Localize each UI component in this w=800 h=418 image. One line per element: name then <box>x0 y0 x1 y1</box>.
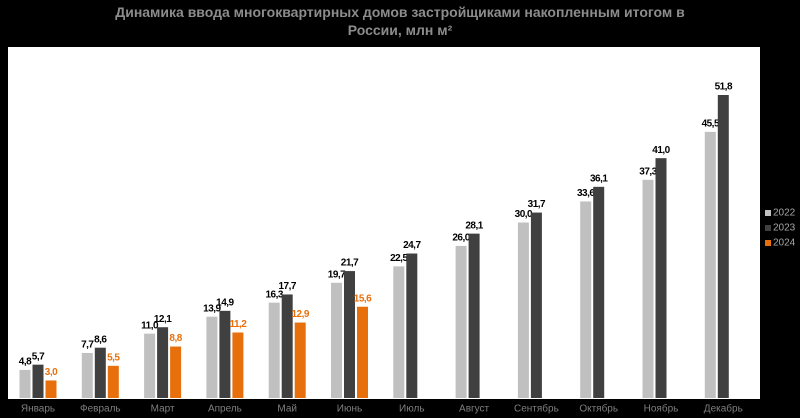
legend-swatch <box>765 225 771 231</box>
data-label: 24,7 <box>403 240 421 251</box>
data-label: 28,1 <box>465 220 483 231</box>
data-label: 3,0 <box>45 367 58 378</box>
data-label: 41,0 <box>652 145 670 156</box>
bar <box>144 333 156 398</box>
bar <box>107 365 119 398</box>
data-label: 45,5 <box>702 118 720 129</box>
legend-label: 2023 <box>773 223 796 234</box>
bar <box>517 222 529 398</box>
data-label: 37,3 <box>639 166 657 177</box>
bar <box>580 201 592 398</box>
plot-area <box>8 47 760 399</box>
x-tick-label: Май <box>277 404 297 415</box>
data-label: 11,2 <box>229 319 247 330</box>
bar <box>268 302 280 398</box>
bar <box>468 233 480 398</box>
bar <box>357 306 368 398</box>
bar <box>19 369 31 398</box>
data-label: 8,6 <box>94 334 107 345</box>
bar <box>344 271 355 398</box>
bar <box>717 95 729 398</box>
x-tick-label: Декабрь <box>704 403 743 415</box>
data-label: 33,6 <box>577 188 595 199</box>
data-label: 31,7 <box>528 199 546 210</box>
data-label: 12,9 <box>291 309 309 320</box>
bar <box>232 332 244 398</box>
bar <box>331 282 342 398</box>
x-tick-label: Март <box>151 404 175 415</box>
data-label: 51,8 <box>715 82 733 93</box>
bar <box>704 131 716 398</box>
data-label: 26,0 <box>452 233 470 244</box>
bar <box>593 186 605 398</box>
x-tick-label: Июнь <box>337 404 362 415</box>
legend-swatch <box>765 210 771 216</box>
data-label: 11,0 <box>141 320 159 331</box>
x-tick-label: Сентябрь <box>514 403 559 415</box>
x-tick-label: Июль <box>399 404 425 415</box>
x-tick-label: Апрель <box>208 404 242 415</box>
bar <box>32 364 44 398</box>
x-tick-label: Август <box>459 404 490 415</box>
data-label: 19,7 <box>328 269 346 280</box>
bar <box>170 346 182 398</box>
data-label: 13,9 <box>203 303 221 314</box>
bar <box>455 245 467 398</box>
data-label: 22,5 <box>390 253 408 264</box>
chart-title: Динамика ввода многоквартирных домов зас… <box>115 4 685 38</box>
bar <box>45 380 57 398</box>
data-label: 4,8 <box>19 357 32 368</box>
data-label: 30,0 <box>515 209 533 220</box>
data-label: 14,9 <box>216 297 234 308</box>
bar <box>81 352 93 398</box>
data-label: 15,6 <box>354 293 372 304</box>
legend-label: 2024 <box>773 238 796 249</box>
bar <box>94 347 106 398</box>
data-label: 16,3 <box>265 289 283 300</box>
x-tick-label: Ноябрь <box>644 403 679 415</box>
x-tick-label: Февраль <box>80 404 121 415</box>
data-label: 12,1 <box>154 314 172 325</box>
data-label: 21,7 <box>341 258 359 269</box>
bar <box>530 212 542 398</box>
data-label: 8,8 <box>169 333 182 344</box>
bar <box>642 179 654 398</box>
data-label: 17,7 <box>278 281 296 292</box>
data-label: 36,1 <box>590 173 608 184</box>
legend-label: 2022 <box>773 208 796 219</box>
x-tick-label: Январь <box>21 404 55 415</box>
data-label: 5,7 <box>32 351 45 362</box>
bar <box>406 253 418 398</box>
legend-swatch <box>765 240 771 246</box>
bar <box>281 294 293 398</box>
bar <box>655 158 667 398</box>
bar <box>206 316 218 398</box>
bar <box>157 327 169 398</box>
bar <box>219 310 231 398</box>
bar <box>294 322 306 398</box>
bar <box>393 266 405 398</box>
data-label: 7,7 <box>81 340 94 351</box>
data-label: 5,5 <box>107 352 120 363</box>
x-tick-label: Октябрь <box>579 403 618 415</box>
